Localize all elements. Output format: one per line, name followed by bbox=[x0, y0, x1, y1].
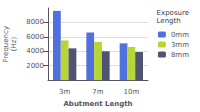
svg-text:3m: 3m bbox=[59, 88, 70, 96]
svg-text:Frequency: Frequency bbox=[2, 26, 10, 62]
svg-text:(Hz): (Hz) bbox=[10, 37, 18, 52]
svg-text:8000: 8000 bbox=[26, 18, 44, 26]
svg-text:Length: Length bbox=[157, 17, 181, 25]
svg-text:2000: 2000 bbox=[26, 62, 44, 70]
svg-text:7m: 7m bbox=[92, 88, 103, 96]
svg-text:4000: 4000 bbox=[26, 47, 44, 55]
svg-text:8mm: 8mm bbox=[171, 51, 189, 59]
svg-text:Abutment Length: Abutment Length bbox=[63, 100, 132, 108]
svg-text:3mm: 3mm bbox=[171, 41, 189, 49]
svg-text:0mm: 0mm bbox=[171, 31, 189, 39]
svg-text:6000: 6000 bbox=[26, 33, 44, 41]
svg-text:Exposure: Exposure bbox=[157, 9, 189, 17]
svg-text:10m: 10m bbox=[123, 88, 139, 96]
